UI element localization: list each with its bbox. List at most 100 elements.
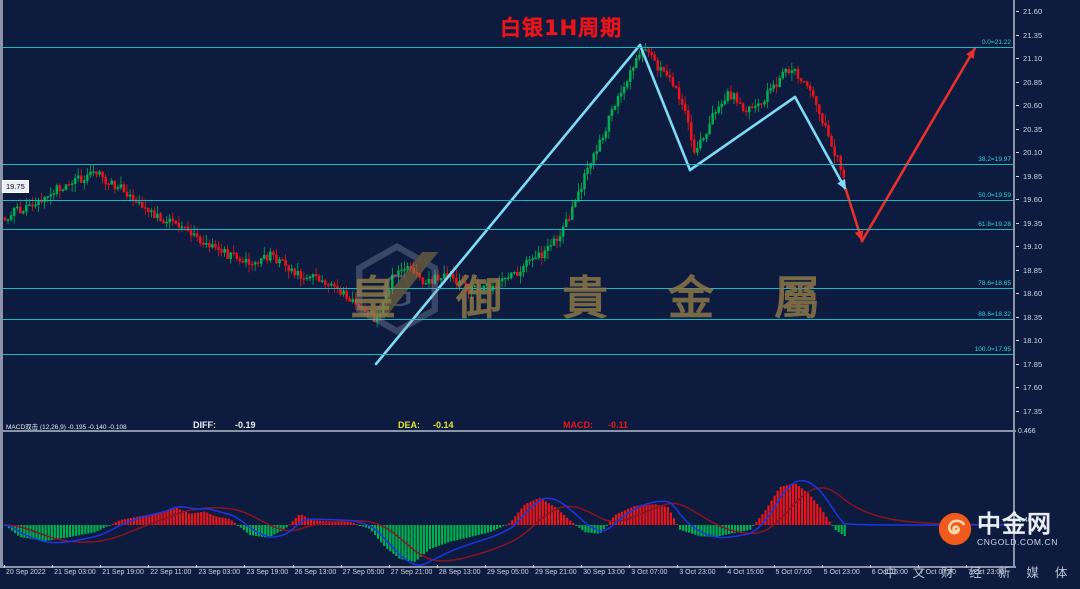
price-tick-label: 19.35 (1023, 218, 1043, 228)
fib-label: 50.0=19.59 (978, 192, 1011, 200)
price-tick-label: 17.60 (1023, 383, 1043, 393)
bottom-border (0, 566, 1016, 568)
price-tick-label: 20.35 (1023, 124, 1043, 134)
fib-line[interactable] (0, 354, 1013, 356)
price-tick-label: 18.10 (1023, 336, 1043, 346)
price-tick-label: 20.60 (1023, 101, 1043, 111)
price-tick-mark (1016, 175, 1019, 177)
time-tick-label: 4 Oct 15:00 (727, 569, 764, 576)
fib-line[interactable] (0, 200, 1013, 202)
price-tick-mark (1016, 246, 1019, 248)
fib-label: 38.2=19.97 (978, 156, 1011, 164)
macd-dea-label: DEA: (398, 420, 420, 430)
macd-histogram (4, 483, 846, 562)
macd-diff-line (3, 479, 1009, 566)
time-tick-label: 21 Sep 19:00 (102, 569, 144, 576)
price-tick-mark (1016, 105, 1019, 107)
price-tick-label: 19.10 (1023, 242, 1043, 252)
panel-divider (0, 430, 1016, 432)
price-projection-path[interactable] (844, 46, 977, 243)
price-tick-mark (1016, 199, 1019, 201)
price-tick-mark (1016, 58, 1019, 60)
price-tick-label: 18.85 (1023, 265, 1043, 275)
macd-dea-line (3, 487, 1009, 562)
time-tick-label: 6 Oct 15:00 (871, 569, 908, 576)
time-tick-label: 26 Sep 13:00 (294, 569, 337, 576)
fib-line[interactable] (0, 229, 1013, 231)
time-tick-label: 27 Sep 05:00 (342, 569, 385, 576)
cngold-logo[interactable]: 中金网 CNGOLD.COM.CN (938, 512, 1058, 547)
time-tick-label: 27 Sep 21:00 (390, 569, 433, 576)
time-tick-mark (148, 565, 150, 568)
time-tick-label: 7 Oct 07:00 (919, 569, 956, 576)
time-tick-mark (917, 565, 919, 568)
macd-macd-value: -0.11 (608, 420, 629, 430)
price-chart-panel (3, 42, 977, 366)
fib-label: 0.0=21.22 (981, 38, 1011, 46)
time-tick-mark (629, 565, 631, 568)
price-tick-mark (1016, 387, 1019, 389)
time-tick-label: 29 Sep 05:00 (486, 569, 529, 576)
zigzag-trendlines[interactable] (374, 43, 848, 366)
time-tick-label: 20 Sep 2022 (6, 569, 46, 576)
price-tick-mark (1016, 340, 1019, 342)
time-tick-label: 21 Sep 03:00 (54, 569, 96, 576)
time-tick-mark (725, 565, 727, 568)
time-tick-label: 30 Sep 13:00 (583, 569, 625, 576)
time-tick-mark (4, 565, 5, 568)
macd-dea-value: -0.14 (433, 420, 454, 430)
macd-scale-top: 0.466 (1018, 428, 1036, 435)
fib-line[interactable] (0, 164, 1013, 166)
time-tick-mark (196, 565, 198, 568)
bottom-watermark: 中 文 财 经 新 媒 体 (884, 565, 1074, 580)
time-tick-mark (484, 565, 486, 568)
fib-line[interactable] (0, 46, 1013, 48)
time-tick-label: 22 Sep 11:00 (150, 569, 192, 576)
price-tick-label: 18.60 (1023, 289, 1043, 299)
time-tick-label: 23 Sep 03:00 (198, 569, 241, 576)
price-tick-label: 19.85 (1023, 171, 1043, 181)
fib-line[interactable] (0, 288, 1013, 290)
macd-diff-label: DIFF: (193, 420, 216, 430)
time-tick-mark (340, 565, 342, 568)
price-tick-mark (1016, 269, 1019, 271)
price-tick-label: 21.35 (1023, 30, 1043, 40)
price-axis-rail[interactable] (1013, 0, 1015, 568)
time-tick-label: 7 Oct 23:00 (967, 569, 1005, 576)
time-tick-label: 3 Oct 23:00 (679, 569, 716, 576)
macd-header: MACD双击 (12,26,9) -0.195 -0.140 -0.108 DI… (3, 420, 1013, 433)
macd-chart-svg (3, 479, 1009, 566)
price-tick-mark (1016, 81, 1019, 83)
price-tick-label: 19.60 (1023, 195, 1043, 205)
price-tick-mark (1016, 222, 1019, 224)
price-axis[interactable]: 21.60 21.35 21.10 20.85 20.60 20.35 20.10 19.85… (1015, 0, 1080, 589)
fib-label: 100.0=17.95 (974, 346, 1011, 354)
price-tick-mark (1016, 293, 1019, 295)
macd-macd-label: MACD: (563, 420, 593, 430)
time-tick-label: 5 Oct 07:00 (775, 569, 812, 576)
time-tick-mark (52, 565, 54, 568)
macd-scale-mid: 0.40 (1018, 517, 1032, 524)
time-tick-label: 3 Oct 07:00 (631, 569, 668, 576)
time-tick-mark (100, 565, 102, 568)
time-axis[interactable]: 20 Sep 2022 21 Sep 03:00 21 Sep 19:00 22 Se… (0, 565, 1013, 583)
price-tick-label: 20.10 (1023, 148, 1043, 158)
time-tick-mark (388, 565, 390, 568)
price-tick-label: 17.85 (1023, 359, 1043, 369)
price-tick-mark (1016, 34, 1019, 36)
left-border (0, 0, 3, 568)
price-tick-label: 18.35 (1023, 312, 1043, 322)
price-tick-label: 21.10 (1023, 54, 1043, 64)
price-tick-mark (1016, 11, 1019, 13)
macd-diff-value: -0.19 (235, 420, 256, 430)
time-tick-label: 5 Oct 23:00 (823, 569, 860, 576)
logo-en-text: CNGOLD.COM.CN (977, 537, 1058, 547)
time-tick-mark (292, 565, 294, 568)
time-tick-mark (869, 565, 871, 568)
time-tick-label: 28 Sep 13:00 (438, 569, 481, 576)
price-chart-svg (3, 42, 977, 366)
fib-line[interactable] (0, 319, 1013, 321)
fib-label: 78.6=18.65 (978, 280, 1011, 288)
time-tick-mark (773, 565, 775, 568)
time-tick-mark (821, 565, 823, 568)
